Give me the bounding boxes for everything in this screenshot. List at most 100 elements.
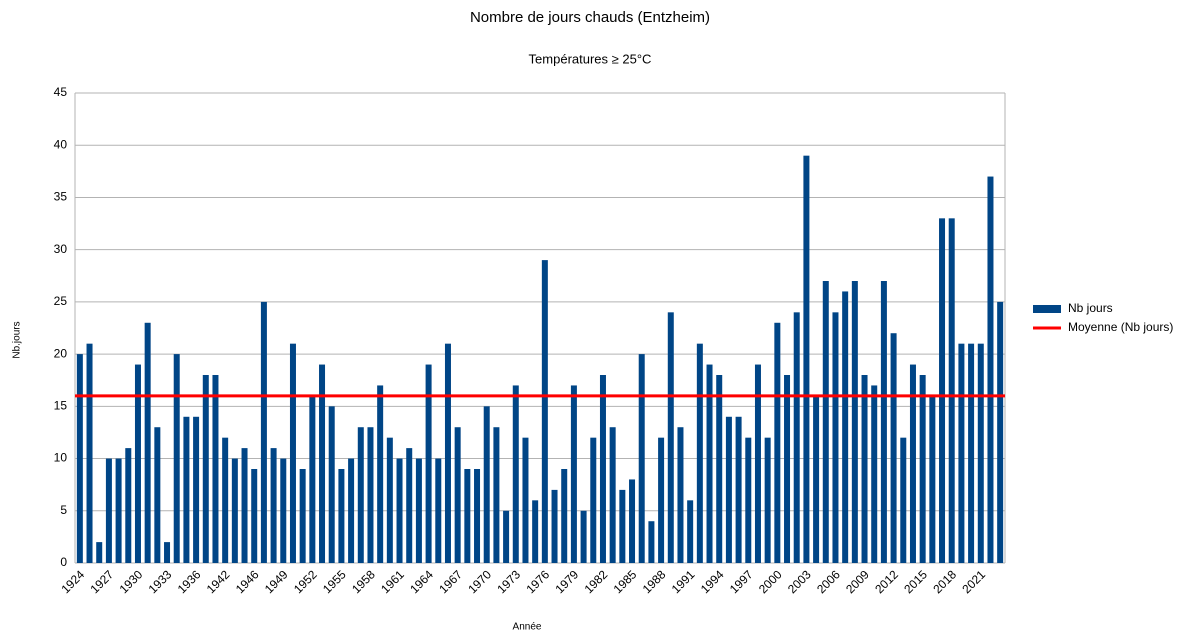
bar [406,448,413,563]
y-tick-label: 30 [54,242,68,256]
bar [648,521,655,563]
bar [677,427,684,563]
bar [212,375,219,563]
bar [367,427,374,563]
x-tick-label: 1946 [233,567,262,596]
x-tick-label: 1973 [494,567,523,596]
bar [96,542,103,563]
x-tick-label: 1976 [523,567,552,596]
bar [493,427,500,563]
bar [299,469,306,563]
bar [977,343,984,563]
bar [725,416,732,563]
x-tick-label: 1985 [611,567,640,596]
legend-swatch [1033,305,1061,313]
bar [270,448,277,563]
legend-label: Nb jours [1068,301,1113,315]
bar [483,406,490,563]
chart-title: Nombre de jours chauds (Entzheim) [470,9,710,26]
x-tick-label: 2006 [814,567,843,596]
x-tick-label: 1942 [204,567,233,596]
bar [871,385,878,563]
bar [793,312,800,563]
y-tick-label: 40 [54,137,68,151]
y-tick-label: 0 [60,555,67,569]
bar [348,458,355,563]
bar [939,218,946,564]
x-tick-label: 2009 [843,567,872,596]
bar [948,218,955,564]
x-tick-label: 1991 [669,567,698,596]
bar [803,155,810,563]
chart-subtitle: Températures ≥ 25°C [529,51,652,66]
x-tick-label: 1936 [175,567,204,596]
bar [241,448,248,563]
x-tick-label: 1924 [58,567,87,596]
x-tick-label: 1988 [640,567,669,596]
y-tick-label: 25 [54,294,68,308]
x-tick-label: 1949 [262,567,291,596]
bar [590,437,597,563]
x-tick-label: 1967 [436,567,465,596]
bar [561,469,568,563]
bar [328,406,335,563]
bar [474,469,481,563]
bar [706,364,713,563]
bar [444,343,451,563]
bar [125,448,132,563]
bar [280,458,287,563]
bar [115,458,122,563]
bar [890,333,897,563]
bar [609,427,616,563]
bar [919,375,926,563]
bar [551,489,558,563]
x-tick-label: 1930 [117,567,146,596]
bar [134,364,141,563]
x-tick-label: 2018 [930,567,959,596]
bar [193,416,200,563]
bar [231,458,238,563]
bar [987,176,994,564]
bar [997,301,1004,563]
bar [202,375,209,563]
bar [503,510,510,563]
x-tick-label: 1955 [320,567,349,596]
bar [415,458,422,563]
bar [764,437,771,563]
bar [580,510,587,563]
x-tick-label: 1952 [291,567,320,596]
bar [687,500,694,563]
y-tick-label: 15 [54,399,68,413]
x-tick-label: 2015 [901,567,930,596]
bar [183,416,190,563]
bar [880,281,887,563]
bar [464,469,471,563]
bar [435,458,442,563]
bar [968,343,975,563]
bar [522,437,529,563]
bar [929,395,936,563]
bar [164,542,171,563]
bar [774,322,781,563]
bar [813,395,820,563]
bar [76,354,83,563]
bar [154,427,161,563]
bar [289,343,296,563]
bar [425,364,432,563]
x-tick-label: 1982 [582,567,611,596]
x-tick-label: 2012 [872,567,901,596]
bar [319,364,326,563]
x-tick-label: 1970 [465,567,494,596]
bar [260,301,267,563]
x-tick-label: 2003 [785,567,814,596]
bar [222,437,229,563]
bar [900,437,907,563]
bar [842,291,849,563]
y-tick-label: 20 [54,346,68,360]
bar [822,281,829,563]
x-tick-label: 1927 [87,567,116,596]
bar [658,437,665,563]
bar [309,395,316,563]
bar [512,385,519,563]
bar [173,354,180,563]
